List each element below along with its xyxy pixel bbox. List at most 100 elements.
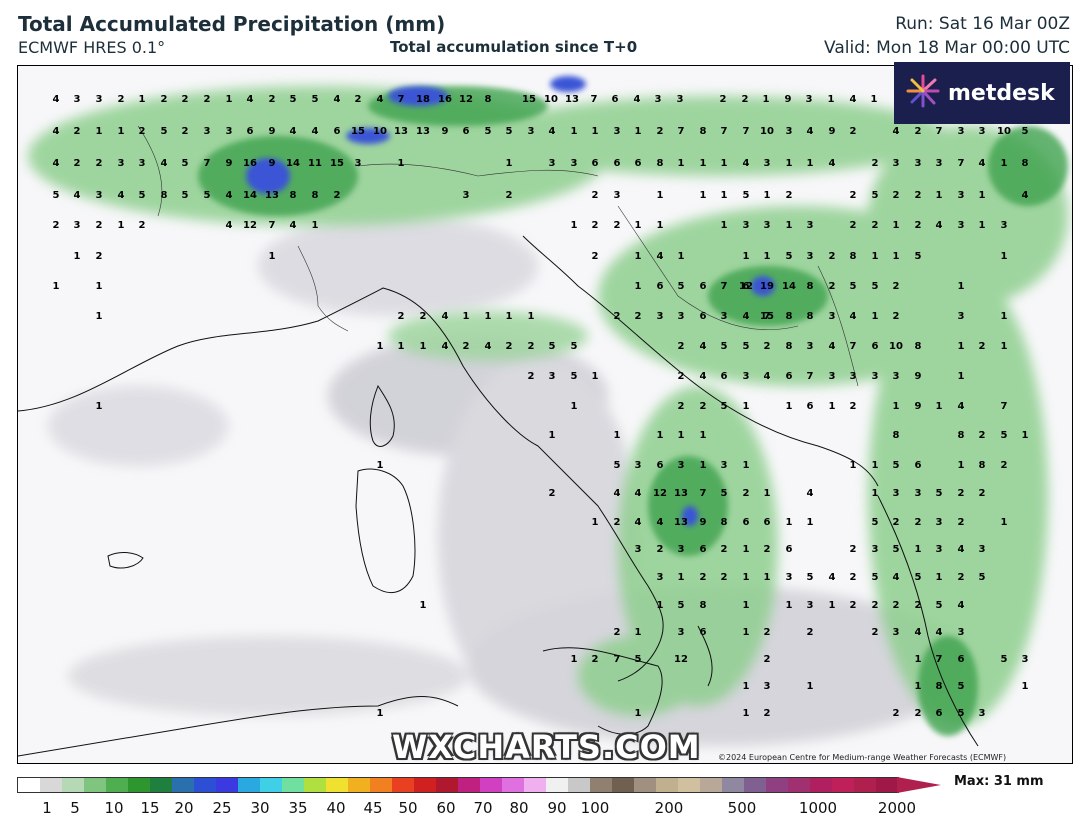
precip-value-label: 2	[74, 126, 81, 137]
precip-value-label: 7	[743, 126, 750, 137]
precip-value-label: 1	[979, 220, 986, 231]
precip-value-label: 2	[398, 311, 405, 322]
precip-value-label: 1	[571, 220, 578, 231]
precip-value-label: 2	[850, 401, 857, 412]
precip-value-label: 1	[485, 311, 492, 322]
precip-value-label: 6	[635, 158, 642, 169]
precip-value-label: 1	[377, 341, 384, 352]
precip-value-label: 2	[915, 708, 922, 719]
precip-value-label: 4	[936, 220, 943, 231]
precip-value-label: 13	[416, 126, 430, 137]
precip-value-label: 5	[290, 94, 297, 105]
precip-value-label: 4	[829, 572, 836, 583]
color-scale-swatch	[150, 778, 172, 792]
precip-value-label: 4	[807, 488, 814, 499]
precip-value-label: 1	[807, 517, 814, 528]
precip-value-label: 4	[334, 94, 341, 105]
precip-value-label: 1	[936, 572, 943, 583]
precip-value-label: 1	[893, 251, 900, 262]
precipitation-map[interactable]: 4 3 3 2 1 2 2 2 1 4 2 5 5 4 2 4 7 18 16 12 8 15 10 13 7 6 4 3 3 2 2 1 9 3…	[17, 65, 1073, 764]
precip-value-label: 4	[979, 158, 986, 169]
precip-value-label: 5	[614, 460, 621, 471]
color-scale-swatch	[700, 778, 722, 792]
precip-value-label: 2	[742, 94, 749, 105]
color-scale-tick-label: 30	[250, 799, 270, 817]
precip-value-label: 1	[936, 190, 943, 201]
precip-value-label: 4	[958, 544, 965, 555]
precip-value-label: 6	[936, 708, 943, 719]
max-value-label: Max: 31 mm	[954, 774, 1044, 789]
color-scale-swatch	[62, 778, 84, 792]
precip-value-label: 3	[958, 126, 965, 137]
precip-value-label: 5	[872, 281, 879, 292]
precip-value-label: 3	[657, 572, 664, 583]
color-scale-swatch	[238, 778, 260, 792]
precip-value-label: 4	[743, 158, 750, 169]
precip-value-label: 2	[872, 627, 879, 638]
precip-value-label: 8	[290, 190, 297, 201]
precip-value-label: 5	[571, 371, 578, 382]
precip-value-label: 6	[657, 460, 664, 471]
precip-value-label: 1	[226, 94, 233, 105]
color-scale-swatch	[810, 778, 832, 792]
precip-value-label: 1	[571, 654, 578, 665]
precip-value-label: 1	[1001, 517, 1008, 528]
precip-value-label: 1	[635, 627, 642, 638]
precip-value-label: 8	[700, 126, 707, 137]
color-scale-tick-label: 25	[212, 799, 232, 817]
precip-value-label: 8	[958, 430, 965, 441]
precip-value-label: 3	[635, 460, 642, 471]
precip-value-label: 3	[678, 311, 685, 322]
precip-value-label: 2	[893, 281, 900, 292]
precip-value-label: 7	[807, 371, 814, 382]
precip-value-label: 3	[915, 158, 922, 169]
color-scale-swatch	[854, 778, 876, 792]
precip-value-label: 18	[416, 94, 430, 105]
precip-value-label: 4	[657, 251, 664, 262]
precip-value-label: 2	[764, 708, 771, 719]
precip-value-label: 5	[549, 341, 556, 352]
precip-value-label: 12	[739, 281, 753, 292]
precip-value-label: 6	[915, 460, 922, 471]
precip-value-label: 3	[958, 220, 965, 231]
precip-value-label: 6	[700, 281, 707, 292]
accumulation-subtitle: Total accumulation since T+0	[390, 38, 638, 56]
precip-value-label: 3	[872, 544, 879, 555]
precip-value-label: 1	[743, 544, 750, 555]
precip-value-label: 2	[893, 517, 900, 528]
precip-value-label: 9	[829, 126, 836, 137]
metdesk-logo[interactable]: metdesk	[894, 62, 1070, 124]
precip-value-label: 2	[139, 220, 146, 231]
precip-value-label: 1	[592, 126, 599, 137]
precip-value-label: 4	[743, 311, 750, 322]
precip-value-label: 1	[893, 401, 900, 412]
precip-value-label: 1	[1022, 681, 1029, 692]
precip-value-label: 1	[614, 430, 621, 441]
precip-value-label: 2	[850, 544, 857, 555]
precip-value-label: 1	[96, 311, 103, 322]
precip-value-label: 5	[915, 251, 922, 262]
precip-value-label: 3	[226, 126, 233, 137]
precip-value-label: 2	[958, 488, 965, 499]
precip-value-label: 2	[528, 371, 535, 382]
precip-value-label: 2	[74, 158, 81, 169]
precip-value-label: 1	[118, 220, 125, 231]
precip-value-label: 1	[398, 341, 405, 352]
precip-value-label: 4	[290, 220, 297, 231]
precip-value-label: 1	[764, 572, 771, 583]
precip-value-label: 3	[1001, 220, 1008, 231]
precip-value-label: 2	[420, 311, 427, 322]
color-scale-swatch	[480, 778, 502, 792]
precip-value-label: 2	[53, 220, 60, 231]
precip-value-label: 14	[243, 190, 257, 201]
precip-value-label: 1	[829, 401, 836, 412]
color-scale-tick-label: 1000	[798, 799, 838, 817]
precip-value-label: 1	[958, 281, 965, 292]
precip-value-label: 5	[1001, 430, 1008, 441]
precip-value-label: 12	[674, 654, 688, 665]
precip-value-label: 2	[721, 572, 728, 583]
precip-value-label: 3	[764, 158, 771, 169]
color-scale-bar	[17, 777, 899, 793]
precip-value-label: 3	[655, 94, 662, 105]
precip-value-label: 3	[743, 220, 750, 231]
